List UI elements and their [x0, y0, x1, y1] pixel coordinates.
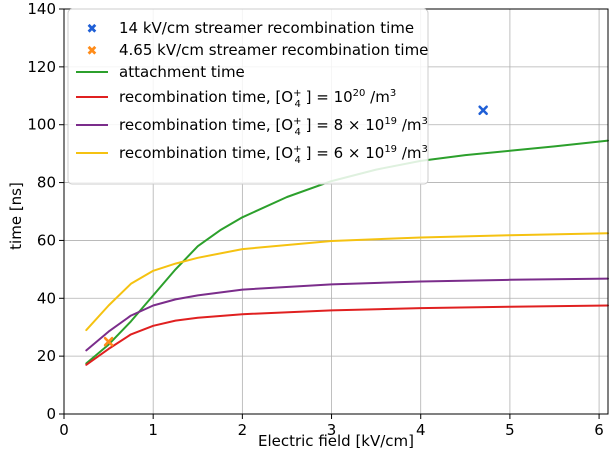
x-tick-label: 0: [59, 421, 69, 439]
x-tick-label: 1: [148, 421, 158, 439]
y-tick-label: 100: [27, 116, 56, 134]
legend-label: recombination time, [O+ 4 ] = 1020 /m3: [119, 88, 396, 110]
legend-box: [67, 8, 429, 185]
y-tick-label: 60: [37, 231, 56, 249]
legend-marker-x-orange-icon: ✖: [87, 44, 98, 59]
y-tick-label: 20: [37, 347, 56, 365]
x-tick-label: 4: [416, 421, 426, 439]
legend-entry-4-65kv-streamer: ✖ 4.65 kV/cm streamer recombination time: [87, 41, 429, 59]
y-tick-label: 120: [27, 58, 56, 76]
x-tick-label: 6: [594, 421, 604, 439]
legend-entry-recombination-8e19: recombination time, [O+ 4 ] = 8 × 1019 /m…: [76, 116, 428, 138]
legend-entry-recombination-1e20: recombination time, [O+ 4 ] = 1020 /m3: [76, 88, 396, 110]
y-tick-label: 40: [37, 289, 56, 307]
series-line-7b2d8b: [85, 277, 609, 352]
legend-label: 4.65 kV/cm streamer recombination time: [119, 41, 428, 59]
legend-entry-14kv-streamer: ✖ 14 kV/cm streamer recombination time: [87, 19, 415, 37]
x-tick-label: 2: [238, 421, 248, 439]
legend-entry-recombination-6e19: recombination time, [O+ 4 ] = 6 × 1019 /m…: [76, 144, 428, 166]
y-tick-label: 0: [46, 405, 56, 423]
plot-series: [85, 105, 609, 366]
legend-label: recombination time, [O+ 4 ] = 6 × 1019 /m…: [119, 144, 428, 166]
scatter-point-x-marker: [478, 105, 488, 116]
y-axis-label: time [ns]: [7, 182, 25, 250]
legend-label: recombination time, [O+ 4 ] = 8 × 1019 /m…: [119, 116, 428, 138]
scatter-point-x-marker: [103, 336, 114, 347]
y-tick-label: 80: [37, 174, 56, 192]
series-line-2ca02c: [85, 139, 609, 365]
legend: ✖ 14 kV/cm streamer recombination time ✖…: [67, 8, 429, 185]
series-line-e02020: [85, 304, 609, 366]
series-line-f5c211: [85, 232, 609, 332]
x-axis-label: Electric field [kV/cm]: [258, 432, 414, 450]
legend-entry-attachment-time: attachment time: [76, 63, 245, 81]
x-tick-label: 5: [505, 421, 515, 439]
legend-label: 14 kV/cm streamer recombination time: [119, 19, 414, 37]
legend-label: attachment time: [119, 63, 245, 81]
y-tick-label: 140: [27, 0, 56, 18]
legend-marker-x-blue-icon: ✖: [87, 22, 98, 37]
x-tick-label: 3: [327, 421, 337, 439]
